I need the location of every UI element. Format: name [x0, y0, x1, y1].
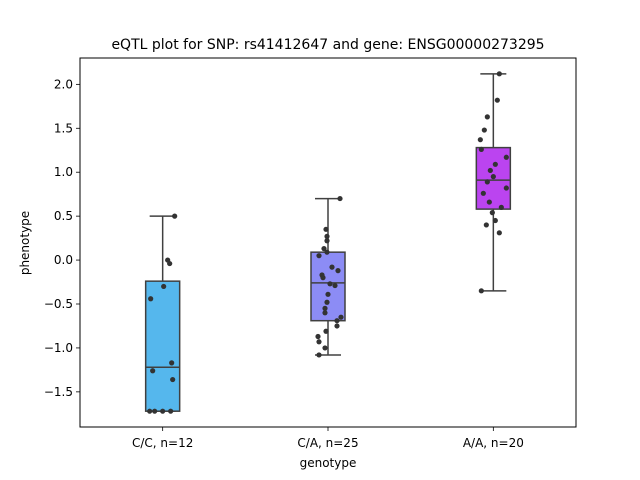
data-point [503, 154, 509, 160]
y-tick-label: 0.0 [54, 253, 73, 267]
data-point [338, 314, 344, 320]
data-point [335, 268, 341, 274]
data-point [478, 288, 484, 294]
box [310, 251, 346, 322]
y-axis-title: phenotype [18, 211, 32, 275]
x-axis-title: genotype [300, 456, 357, 470]
data-point [329, 264, 335, 270]
data-point [316, 352, 322, 358]
data-point [492, 161, 498, 167]
data-point [169, 360, 175, 366]
data-point [320, 275, 326, 281]
y-axis: −1.5 −1.0 −0.5 0.0 0.5 1.0 1.5 2.0 [44, 77, 80, 399]
data-point [480, 190, 486, 196]
data-point [324, 249, 330, 255]
data-point [148, 296, 154, 302]
data-point [486, 199, 492, 205]
data-point [168, 408, 174, 414]
data-point [327, 281, 333, 287]
data-point [150, 368, 156, 374]
data-point [161, 283, 167, 290]
data-point [324, 238, 330, 244]
data-point [323, 226, 329, 232]
data-point [484, 179, 490, 185]
data-point [332, 282, 338, 289]
data-point [324, 233, 330, 239]
data-point [325, 291, 331, 297]
data-point [147, 408, 153, 414]
data-point [481, 127, 487, 133]
data-point [489, 210, 495, 216]
data-point [337, 195, 343, 202]
y-tick-label: 2.0 [54, 77, 73, 91]
box [144, 280, 181, 412]
data-point [483, 222, 489, 228]
data-point [334, 323, 340, 329]
chart-title: eQTL plot for SNP: rs41412647 and gene: … [111, 37, 544, 53]
data-point [316, 253, 322, 259]
x-axis: C/C, n=12 C/A, n=25 A/A, n=20 [132, 427, 524, 450]
data-point [160, 408, 166, 414]
data-point [322, 310, 328, 316]
plot-marks [144, 71, 512, 414]
data-point [172, 213, 178, 219]
y-tick-label: −1.0 [44, 341, 73, 355]
x-tick-label: A/A, n=20 [463, 436, 524, 450]
data-point [323, 328, 329, 334]
data-point [496, 71, 502, 77]
data-point [170, 376, 176, 383]
data-point [490, 174, 496, 180]
data-point [477, 137, 483, 143]
data-point [316, 339, 322, 345]
data-point [492, 217, 498, 224]
data-point [503, 185, 509, 191]
data-point [478, 146, 484, 152]
data-point [152, 408, 158, 414]
y-tick-label: −1.5 [44, 385, 73, 399]
y-tick-label: 0.5 [54, 209, 73, 223]
data-point [322, 305, 328, 311]
data-point [322, 345, 328, 351]
data-point [334, 318, 340, 324]
data-point [498, 204, 504, 210]
data-point [167, 260, 173, 267]
y-tick-label: 1.0 [54, 165, 73, 179]
data-point [484, 114, 490, 120]
data-point [324, 299, 330, 305]
data-point [315, 333, 321, 340]
y-tick-label: −0.5 [44, 297, 73, 311]
x-tick-label: C/C, n=12 [132, 436, 193, 450]
data-point [494, 97, 500, 103]
data-point [321, 246, 327, 252]
data-point [496, 230, 502, 236]
data-point [487, 167, 493, 174]
x-tick-label: C/A, n=25 [297, 436, 358, 450]
y-tick-label: 1.5 [54, 121, 73, 135]
